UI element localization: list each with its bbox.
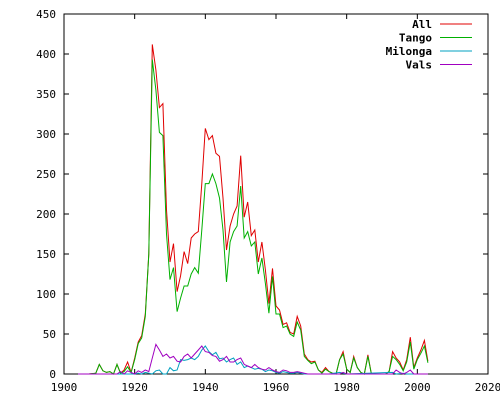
y-tick-label: 350 <box>36 88 56 101</box>
x-axis: 1900 1920 1940 1960 1980 2000 2020 <box>51 14 500 394</box>
x-tick-label: 1940 <box>192 381 219 394</box>
series-line-vals <box>78 343 428 375</box>
series-line-milonga <box>78 345 428 375</box>
y-axis: 0 50 100 150 200 250 300 350 400 450 <box>36 8 488 381</box>
series-line-all <box>78 44 429 375</box>
x-tick-label: 1900 <box>51 381 78 394</box>
legend-label-all: All <box>412 18 432 31</box>
legend-label-vals: Vals <box>406 59 433 72</box>
y-tick-label: 0 <box>49 368 56 381</box>
y-tick-label: 50 <box>43 328 56 341</box>
y-tick-label: 150 <box>36 248 56 261</box>
y-tick-label: 450 <box>36 8 56 21</box>
y-tick-label: 300 <box>36 128 56 141</box>
series-lines <box>78 44 429 375</box>
y-tick-label: 100 <box>36 288 56 301</box>
legend-label-milonga: Milonga <box>386 45 432 58</box>
legend-label-tango: Tango <box>399 32 432 45</box>
y-tick-label: 400 <box>36 48 56 61</box>
x-tick-label: 2020 <box>475 381 500 394</box>
x-tick-label: 1960 <box>263 381 290 394</box>
series-line-tango <box>78 59 429 375</box>
x-tick-label: 1920 <box>121 381 148 394</box>
x-tick-label: 1980 <box>333 381 360 394</box>
y-tick-label: 250 <box>36 168 56 181</box>
x-tick-label: 2000 <box>404 381 431 394</box>
y-tick-label: 200 <box>36 208 56 221</box>
